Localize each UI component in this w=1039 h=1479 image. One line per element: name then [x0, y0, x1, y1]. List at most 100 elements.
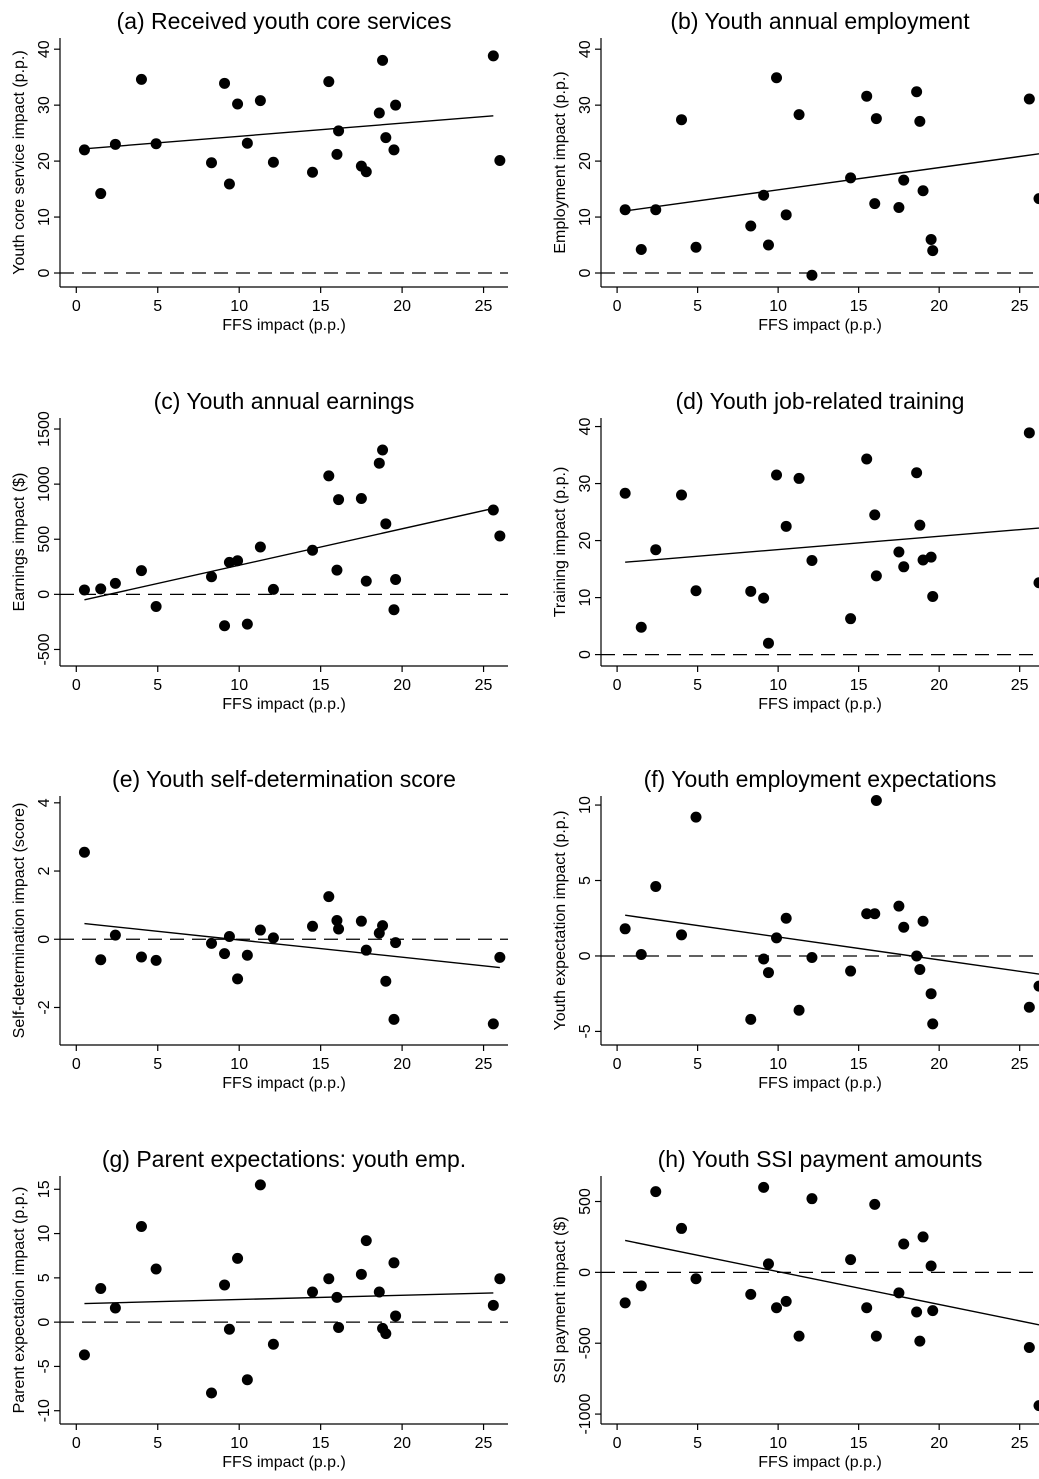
data-point: [254, 924, 266, 936]
y-tick-label: 0: [36, 590, 53, 599]
data-point: [911, 467, 923, 479]
data-point: [845, 172, 857, 184]
data-point: [690, 1273, 702, 1285]
x-tick-label: 5: [693, 298, 702, 315]
data-point: [323, 76, 335, 88]
data-point: [898, 561, 910, 573]
x-tick-label: 25: [475, 1056, 493, 1073]
data-point: [360, 944, 372, 956]
y-tick-label: 40: [36, 40, 53, 58]
y-tick-label: 10: [577, 589, 594, 607]
y-tick-label: 20: [577, 532, 594, 550]
y-tick-label: 30: [577, 475, 594, 493]
x-tick-label: 25: [475, 677, 493, 694]
data-point: [254, 95, 266, 107]
data-point: [323, 891, 335, 903]
y-tick-label: 5: [577, 876, 594, 885]
data-point: [388, 604, 400, 616]
x-tick-label: 20: [930, 1056, 948, 1073]
panel-title: (d) Youth job-related training: [676, 388, 965, 414]
x-tick-label: 15: [312, 1056, 330, 1073]
data-point: [925, 988, 937, 1000]
data-point: [254, 541, 266, 553]
data-point: [150, 1263, 162, 1275]
y-axis-label: Parent expectation impact (p.p.): [11, 1187, 28, 1414]
data-point: [380, 1328, 392, 1340]
data-point: [619, 487, 631, 499]
x-tick-label: 10: [230, 677, 248, 694]
data-point: [223, 556, 235, 568]
x-tick-label: 15: [312, 677, 330, 694]
y-axis-label: Employment impact (p.p.): [552, 71, 569, 253]
data-point: [927, 590, 939, 602]
data-point: [1023, 1001, 1035, 1013]
data-point: [331, 915, 343, 926]
data-point: [307, 920, 319, 932]
data-point: [267, 1338, 279, 1350]
x-tick-label: 20: [930, 298, 948, 315]
data-point: [232, 1252, 244, 1264]
x-tick-label: 5: [693, 677, 702, 694]
data-point: [745, 585, 757, 597]
data-point: [360, 166, 372, 178]
data-point: [806, 555, 818, 567]
data-point: [232, 98, 244, 110]
data-point: [78, 144, 90, 156]
data-point: [388, 144, 400, 156]
data-point: [780, 912, 792, 924]
x-tick-label: 10: [769, 677, 787, 694]
y-tick-label: -500: [577, 1327, 594, 1359]
x-axis-label: FFS impact (p.p.): [222, 696, 346, 713]
x-tick-label: 15: [850, 677, 868, 694]
data-point: [150, 600, 162, 612]
data-point: [927, 1018, 939, 1030]
data-point: [806, 269, 818, 281]
data-point: [377, 54, 389, 66]
y-tick-label: 1500: [36, 411, 53, 447]
data-point: [925, 1260, 937, 1272]
data-point: [635, 948, 647, 960]
y-axis-label: Youth expectation impact (p.p.): [552, 811, 569, 1031]
data-point: [333, 1321, 345, 1333]
data-point: [676, 929, 688, 941]
panel-e: (e) Youth self-determination score 0 5 10 15…: [11, 766, 508, 1092]
data-point: [1023, 427, 1035, 439]
y-tick-label: -500: [36, 633, 53, 665]
x-tick-label: 25: [475, 298, 493, 315]
fit-line: [625, 1239, 1039, 1326]
data-point: [307, 166, 319, 178]
panel-h: (h) Youth SSI payment amounts 0 5 10 15 20 25 -…: [552, 1146, 1039, 1471]
data-point: [494, 1273, 506, 1285]
data-point: [917, 915, 929, 927]
x-tick-label: 5: [153, 298, 162, 315]
panel-title: (b) Youth annual employment: [670, 8, 970, 34]
data-point: [758, 953, 770, 965]
data-point: [241, 1374, 253, 1386]
y-tick-label: 0: [36, 1318, 53, 1327]
data-point: [355, 915, 367, 927]
data-point: [650, 881, 662, 893]
x-tick-label: 20: [930, 1435, 948, 1452]
data-point: [360, 575, 372, 587]
fit-line: [625, 914, 1039, 975]
fit-line: [625, 527, 1039, 563]
data-point: [845, 613, 857, 625]
data-point: [95, 1282, 107, 1294]
y-tick-label: -2: [36, 1000, 53, 1014]
data-point: [780, 520, 792, 532]
y-tick-label: -5: [36, 1359, 53, 1373]
data-point: [373, 1286, 385, 1298]
x-tick-label: 25: [1011, 1435, 1029, 1452]
data-point: [373, 107, 385, 119]
data-point: [267, 932, 279, 944]
data-point: [893, 900, 905, 912]
data-point: [78, 1349, 90, 1361]
x-tick-label: 25: [475, 1435, 493, 1452]
data-point: [861, 453, 873, 465]
y-tick-label: 0: [577, 650, 594, 659]
data-point: [762, 1258, 774, 1270]
data-point: [870, 795, 882, 807]
data-point: [241, 949, 253, 961]
data-point: [267, 156, 279, 168]
data-point: [135, 951, 147, 963]
